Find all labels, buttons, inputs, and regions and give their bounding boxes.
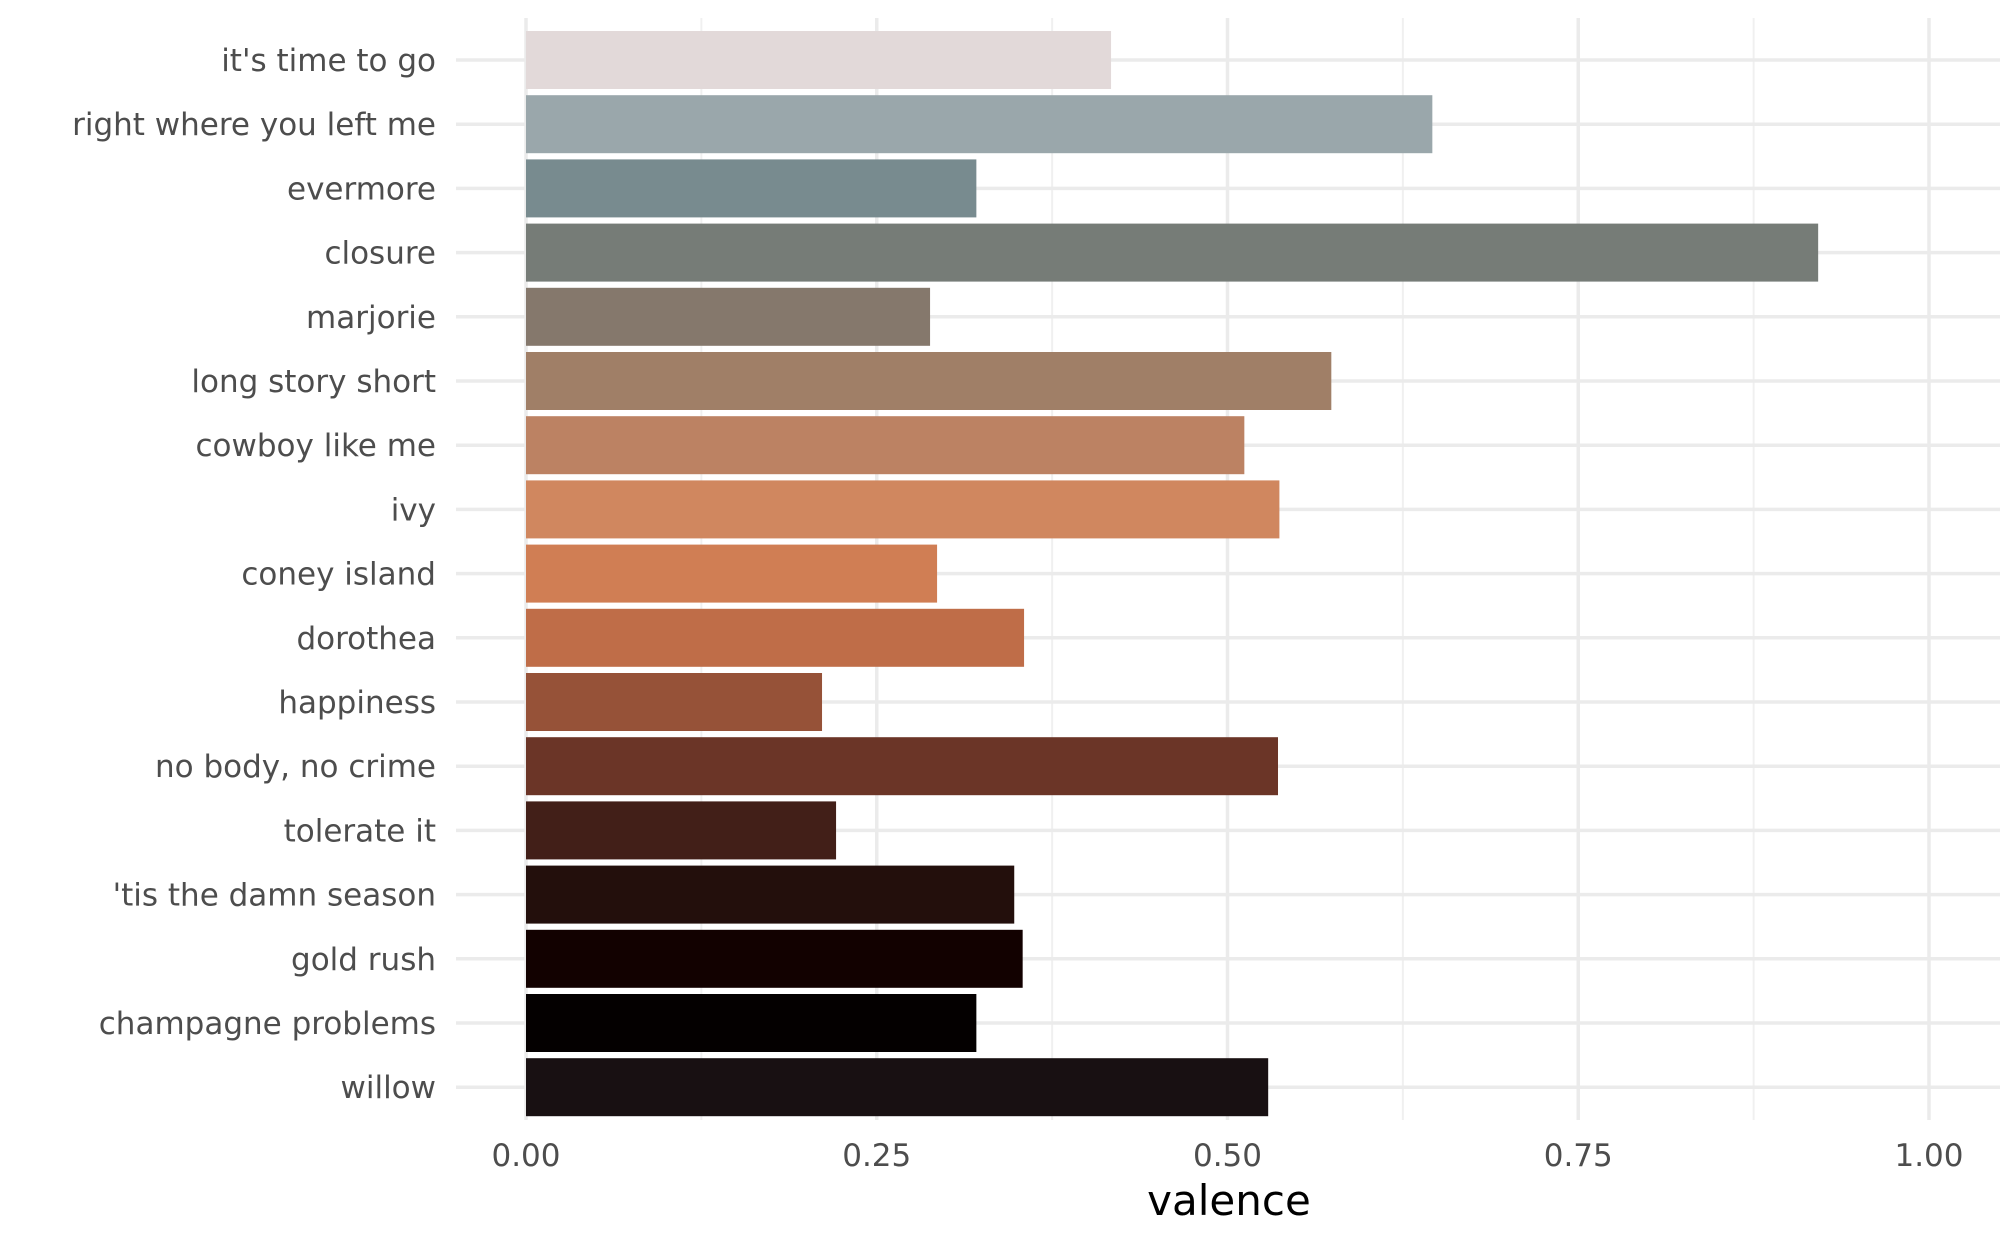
bar [526,352,1332,410]
x-axis-title: valence [1147,1176,1311,1225]
y-tick-label: cowboy like me [196,428,436,464]
bar [526,95,1433,154]
bar [526,673,823,731]
y-tick-label: tolerate it [284,813,436,849]
bar [526,994,977,1052]
y-tick-label: right where you left me [72,107,436,143]
bar [526,608,1025,667]
y-tick-label: evermore [287,171,436,207]
x-tick-label: 0.00 [491,1138,560,1174]
y-tick-label: willow [340,1070,436,1106]
x-axis-tick-labels: 0.00 0.25 0.50 0.75 1.00 [491,1138,1963,1174]
y-tick-label: it's time to go [221,43,436,79]
bar [526,416,1245,475]
y-tick-label: gold rush [291,942,436,978]
bar [526,287,931,346]
y-tick-label: closure [324,236,436,272]
bar [526,1058,1269,1117]
bar [526,31,1112,89]
y-axis-tick-labels: it's time to go right where you left me ev… [72,43,436,1106]
x-tick-label: 0.25 [842,1138,911,1174]
y-tick-label: ivy [391,492,436,528]
bar [526,544,938,603]
bars [526,31,1819,1117]
bar [526,159,977,218]
y-tick-label: happiness [278,685,436,721]
x-tick-label: 0.50 [1193,1138,1262,1174]
y-tick-label: long story short [191,364,436,400]
y-tick-label: dorothea [296,621,436,657]
bar [526,929,1023,988]
y-tick-label: 'tis the damn season [113,878,436,914]
y-tick-label: champagne problems [99,1006,436,1042]
bar [526,801,837,860]
x-tick-label: 1.00 [1894,1138,1963,1174]
y-tick-label: marjorie [306,300,436,336]
bar [526,480,1280,539]
y-tick-label: no body, no crime [155,749,436,785]
bar [526,223,1819,282]
y-tick-label: coney island [241,557,436,593]
x-tick-label: 0.75 [1544,1138,1613,1174]
bar [526,865,1015,924]
bar [526,737,1279,796]
